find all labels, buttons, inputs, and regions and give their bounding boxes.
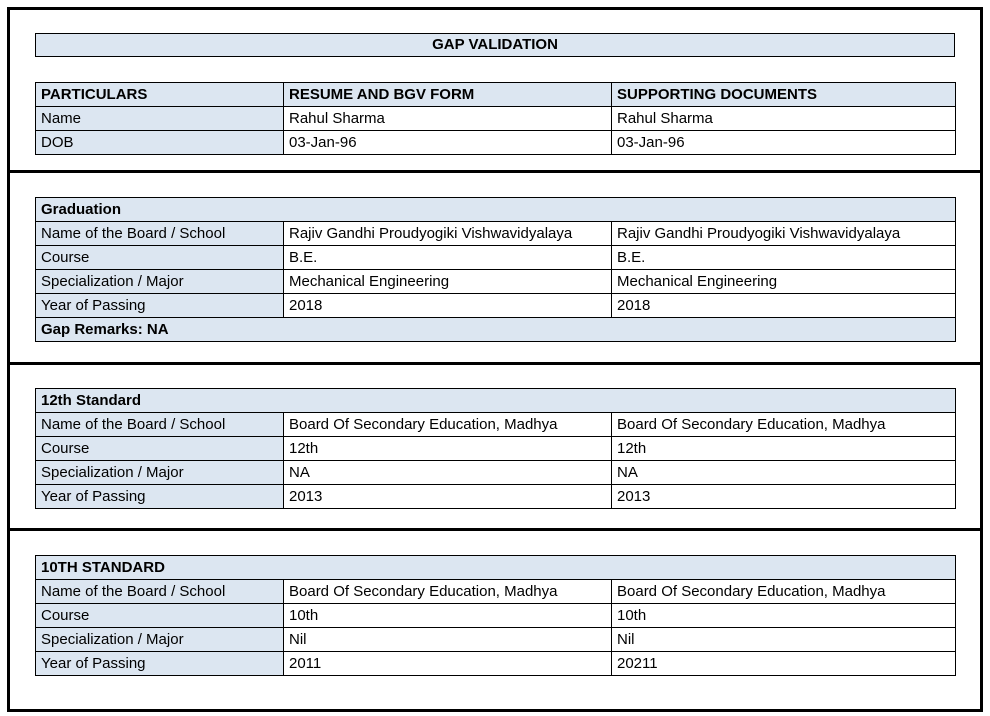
gap-remarks: Gap Remarks: NA xyxy=(34,317,957,342)
supporting-value-cell: 10th xyxy=(611,603,956,628)
supporting-value-cell: NA xyxy=(610,460,957,485)
section-graduation: Graduation Name of the Board / School Ra… xyxy=(10,173,980,365)
row-label-cell: Name xyxy=(35,106,284,131)
resume-value-cell: 2011 xyxy=(283,651,612,676)
resume-value-cell: 03-Jan-96 xyxy=(283,130,612,155)
year-of-passing-row: Year of Passing 2013 2013 xyxy=(35,484,957,509)
resume-value-cell: Board Of Secondary Education, Madhya xyxy=(283,412,612,437)
row-label-cell: Course xyxy=(35,245,284,270)
resume-value-cell: NA xyxy=(283,460,612,485)
row-label-cell: Specialization / Major xyxy=(35,269,284,294)
section-title: 10TH STANDARD xyxy=(35,555,956,580)
supporting-value-cell: Rajiv Gandhi Proudyogiki Vishwavidyalaya xyxy=(610,221,957,246)
row-label-cell: Name of the Board / School xyxy=(35,412,284,437)
row-label-cell: Year of Passing xyxy=(35,293,284,318)
supporting-value-cell: Mechanical Engineering xyxy=(610,269,957,294)
resume-value-cell: Mechanical Engineering xyxy=(283,269,612,294)
resume-value-cell: 2018 xyxy=(283,293,612,318)
resume-value-cell: Rahul Sharma xyxy=(283,106,612,131)
row-label-cell: DOB xyxy=(35,130,284,155)
graduation-title-row: Graduation xyxy=(34,197,957,222)
row-label-cell: Course xyxy=(35,603,284,628)
supporting-value-cell: 03-Jan-96 xyxy=(611,130,956,155)
course-row: Course B.E. B.E. xyxy=(35,245,957,270)
supporting-value-cell: 12th xyxy=(610,436,957,461)
course-row: Course 12th 12th xyxy=(35,436,957,461)
supporting-value-cell: Nil xyxy=(611,627,956,652)
resume-value-cell: 12th xyxy=(283,436,612,461)
tenth-title-row: 10TH STANDARD xyxy=(35,555,956,580)
supporting-value-cell: Board Of Secondary Education, Madhya xyxy=(610,412,957,437)
column-header-particulars: PARTICULARS xyxy=(35,82,284,107)
name-row: Name Rahul Sharma Rahul Sharma xyxy=(35,106,956,131)
particulars-header-row: PARTICULARS RESUME AND BGV FORM SUPPORTI… xyxy=(35,82,956,107)
resume-value-cell: Board Of Secondary Education, Madhya xyxy=(283,579,612,604)
section-10th-standard: 10TH STANDARD Name of the Board / School… xyxy=(10,531,980,709)
year-of-passing-row: Year of Passing 2011 20211 xyxy=(35,651,956,676)
row-label-cell: Year of Passing xyxy=(35,484,284,509)
specialization-row: Specialization / Major NA NA xyxy=(35,460,957,485)
resume-value-cell: B.E. xyxy=(283,245,612,270)
row-label-cell: Name of the Board / School xyxy=(35,579,284,604)
resume-value-cell: Nil xyxy=(283,627,612,652)
document-outer-frame: GAP VALIDATION PARTICULARS RESUME AND BG… xyxy=(7,7,983,712)
row-label-cell: Year of Passing xyxy=(35,651,284,676)
dob-row: DOB 03-Jan-96 03-Jan-96 xyxy=(35,130,956,155)
supporting-value-cell: 20211 xyxy=(611,651,956,676)
specialization-row: Specialization / Major Nil Nil xyxy=(35,627,956,652)
supporting-value-cell: B.E. xyxy=(610,245,957,270)
section-particulars: GAP VALIDATION PARTICULARS RESUME AND BG… xyxy=(10,10,980,173)
course-row: Course 10th 10th xyxy=(35,603,956,628)
resume-value-cell: 2013 xyxy=(283,484,612,509)
board-row: Name of the Board / School Board Of Seco… xyxy=(35,412,957,437)
row-label-cell: Name of the Board / School xyxy=(35,221,284,246)
board-row: Name of the Board / School Board Of Seco… xyxy=(35,579,956,604)
column-header-supporting: SUPPORTING DOCUMENTS xyxy=(611,82,956,107)
supporting-value-cell: 2018 xyxy=(610,293,957,318)
particulars-table: PARTICULARS RESUME AND BGV FORM SUPPORTI… xyxy=(35,82,956,155)
supporting-value-cell: Rahul Sharma xyxy=(611,106,956,131)
supporting-value-cell: 2013 xyxy=(610,484,957,509)
row-label-cell: Specialization / Major xyxy=(35,460,284,485)
tenth-standard-table: 10TH STANDARD Name of the Board / School… xyxy=(35,555,956,676)
specialization-row: Specialization / Major Mechanical Engine… xyxy=(35,269,957,294)
column-header-resume: RESUME AND BGV FORM xyxy=(283,82,612,107)
section-title: 12th Standard xyxy=(34,388,957,413)
row-label-cell: Course xyxy=(35,436,284,461)
graduation-table: Graduation Name of the Board / School Ra… xyxy=(34,197,957,342)
page-title: GAP VALIDATION xyxy=(35,33,955,57)
gap-remarks-row: Gap Remarks: NA xyxy=(34,317,957,342)
twelfth-title-row: 12th Standard xyxy=(34,388,957,413)
twelfth-standard-table: 12th Standard Name of the Board / School… xyxy=(34,388,957,509)
section-12th-standard: 12th Standard Name of the Board / School… xyxy=(10,365,980,531)
year-of-passing-row: Year of Passing 2018 2018 xyxy=(35,293,957,318)
section-title: Graduation xyxy=(34,197,957,222)
resume-value-cell: 10th xyxy=(283,603,612,628)
row-label-cell: Specialization / Major xyxy=(35,627,284,652)
supporting-value-cell: Board Of Secondary Education, Madhya xyxy=(611,579,956,604)
board-row: Name of the Board / School Rajiv Gandhi … xyxy=(35,221,957,246)
resume-value-cell: Rajiv Gandhi Proudyogiki Vishwavidyalaya xyxy=(283,221,612,246)
